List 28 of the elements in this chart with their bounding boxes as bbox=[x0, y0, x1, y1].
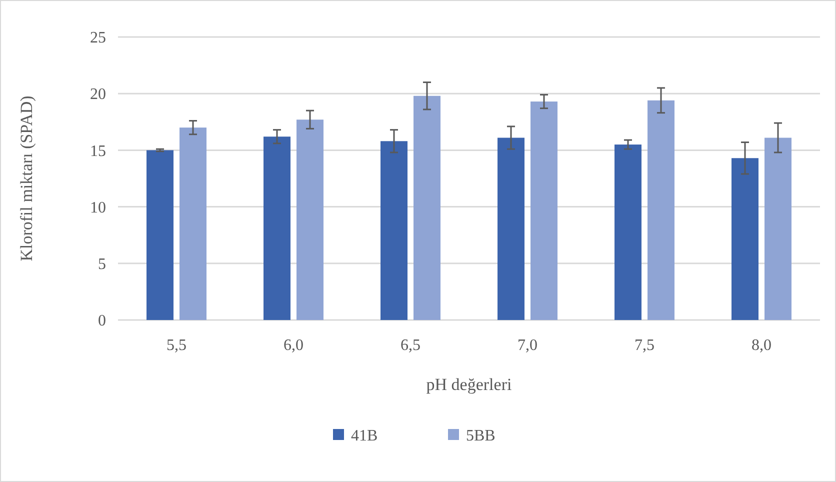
bar bbox=[764, 138, 792, 320]
bar bbox=[264, 136, 290, 320]
y-axis-title: Klorofil miktarı (SPAD) bbox=[17, 96, 36, 262]
bar bbox=[180, 128, 206, 320]
x-tick-label: 6,0 bbox=[284, 337, 304, 354]
y-tick-label: 25 bbox=[90, 30, 106, 47]
legend-label: 5BB bbox=[466, 428, 496, 445]
y-tick-label: 15 bbox=[90, 142, 106, 160]
bar bbox=[380, 141, 408, 320]
x-axis-title: pH değerleri bbox=[426, 375, 512, 394]
y-tick-label: 0 bbox=[98, 312, 106, 330]
x-tick-label: 7,5 bbox=[634, 337, 654, 354]
bar bbox=[414, 96, 440, 320]
x-tick-label: 6,5 bbox=[400, 337, 420, 354]
x-tick-label: 7,0 bbox=[518, 337, 538, 354]
bar bbox=[296, 120, 324, 320]
bar bbox=[732, 158, 758, 320]
x-tick-label: 5,5 bbox=[166, 337, 186, 354]
bar bbox=[498, 138, 524, 320]
legend-label: 41B bbox=[351, 428, 378, 445]
bar bbox=[614, 144, 642, 320]
y-tick-label: 10 bbox=[90, 199, 106, 216]
bar bbox=[530, 102, 558, 320]
x-tick-label: 8,0 bbox=[752, 337, 772, 354]
bar bbox=[146, 150, 174, 320]
y-tick-label: 20 bbox=[90, 86, 106, 104]
y-tick-label: 5 bbox=[98, 256, 106, 273]
bar bbox=[648, 100, 674, 320]
